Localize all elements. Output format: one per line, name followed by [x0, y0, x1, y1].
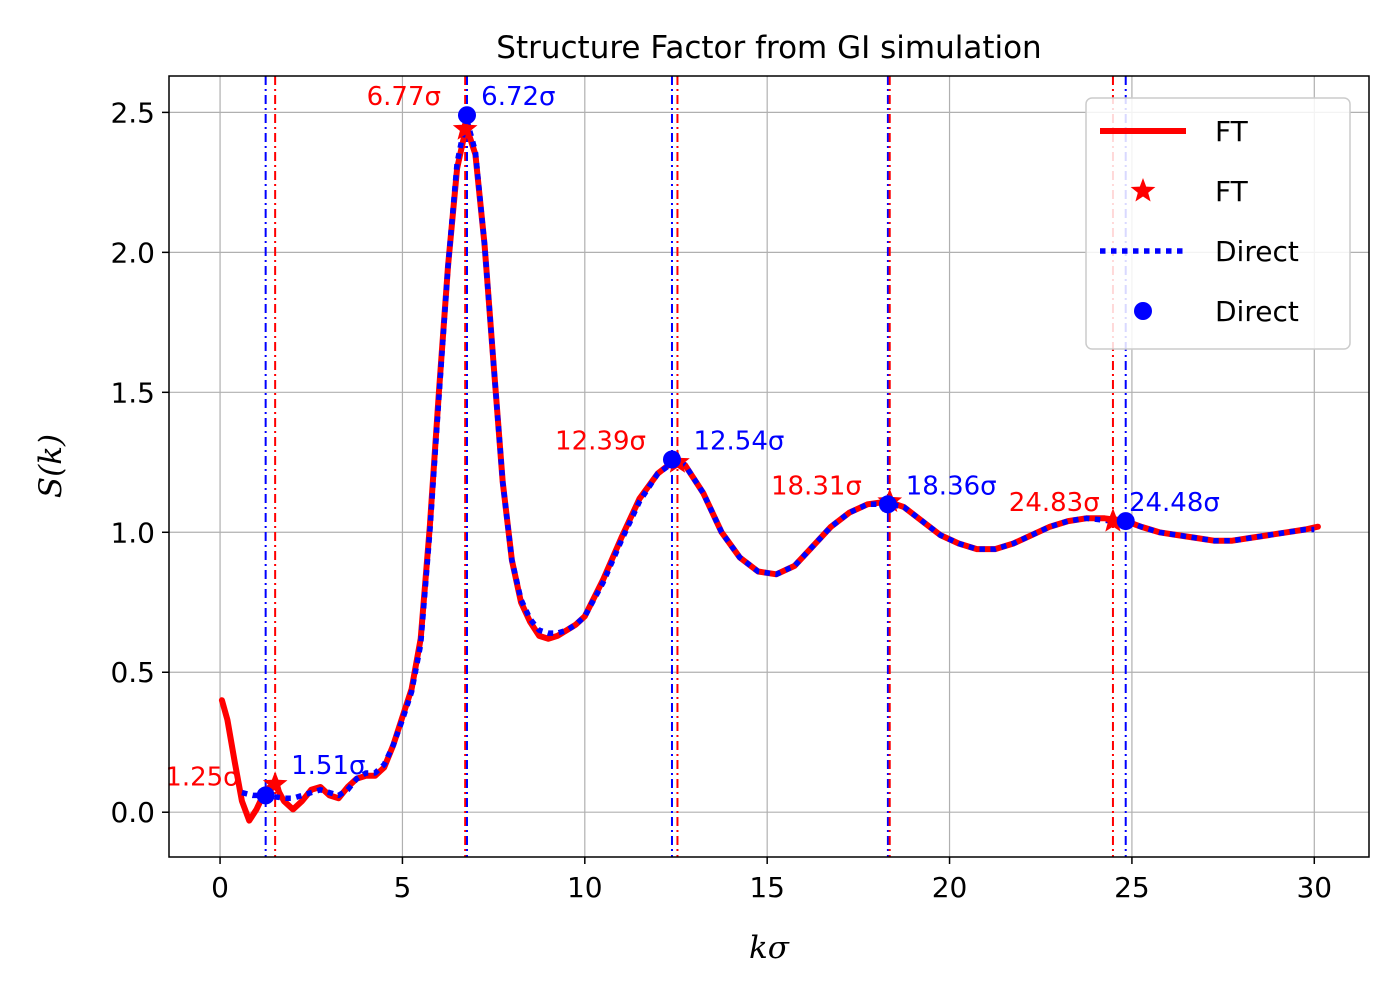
x-tick-label: 15	[749, 871, 785, 904]
peak-annotation: 24.83σ	[1009, 488, 1100, 518]
x-axis-label: kσ	[749, 930, 790, 966]
data-series	[218, 115, 1321, 824]
peak-annotation: 6.72σ	[481, 82, 555, 112]
direct-dotted-series	[241, 115, 1315, 801]
x-tick-label: 5	[394, 871, 412, 904]
legend-circle-handle	[1134, 302, 1152, 320]
legend: FT FT Direct Direct	[1085, 97, 1351, 350]
x-tick-label: 0	[211, 871, 229, 904]
peak-position-lines	[264, 76, 1127, 857]
peak-markers	[256, 106, 1135, 805]
legend-label: Direct	[1215, 295, 1299, 328]
y-tick-label: 1.0	[110, 516, 155, 549]
plot-frame	[168, 75, 1370, 858]
peak-annotation: 1.25σ	[165, 762, 239, 792]
y-tick-label: 1.5	[110, 376, 155, 409]
peak-annotation: 6.77σ	[367, 82, 441, 112]
peak-annotation: 18.36σ	[906, 471, 997, 501]
x-tick-label: 10	[567, 871, 603, 904]
direct-peak-circle-marker	[457, 106, 476, 125]
legend-box	[1085, 97, 1351, 350]
direct-peak-circle-marker	[878, 495, 897, 514]
ft-peak-star-marker	[262, 771, 288, 795]
legend-label: FT	[1215, 115, 1249, 148]
direct-peak-circle-marker	[662, 450, 681, 469]
x-tick-label: 20	[932, 871, 968, 904]
y-tick-label: 0.5	[110, 656, 155, 689]
y-tick-label: 2.0	[110, 236, 155, 269]
y-axis-label: S(k)	[33, 434, 69, 498]
x-tick-label: 30	[1296, 871, 1332, 904]
direct-peak-circle-marker	[256, 786, 275, 805]
direct-peak-circle-marker	[1116, 512, 1135, 531]
y-tick-label: 0.0	[110, 796, 155, 829]
y-axis-ticks: 0.0 0.5 1.0 1.5 2.0 2.5	[110, 96, 169, 829]
ft-peak-star-marker	[452, 116, 478, 140]
legend-star-handle	[1130, 178, 1156, 202]
peak-annotation: 12.54σ	[693, 427, 784, 457]
ft-peak-star-marker	[1100, 508, 1126, 532]
x-tick-label: 25	[1114, 871, 1150, 904]
peak-annotation: 24.48σ	[1129, 488, 1220, 518]
peak-annotations: 1.25σ 1.51σ 6.77σ 6.72σ 12.39σ 12.54σ 18.31σ 18…	[165, 82, 1220, 792]
legend-label: FT	[1215, 175, 1249, 208]
x-axis-ticks: 0 5 10 15 20 25 30	[211, 857, 1332, 904]
peak-annotation: 1.51σ	[291, 751, 365, 781]
y-tick-label: 2.5	[110, 96, 155, 129]
peak-annotation: 18.31σ	[771, 471, 862, 501]
peak-annotation: 12.39σ	[555, 427, 646, 457]
legend-label: Direct	[1215, 235, 1299, 268]
chart-title: Structure Factor from GI simulation	[496, 30, 1041, 66]
